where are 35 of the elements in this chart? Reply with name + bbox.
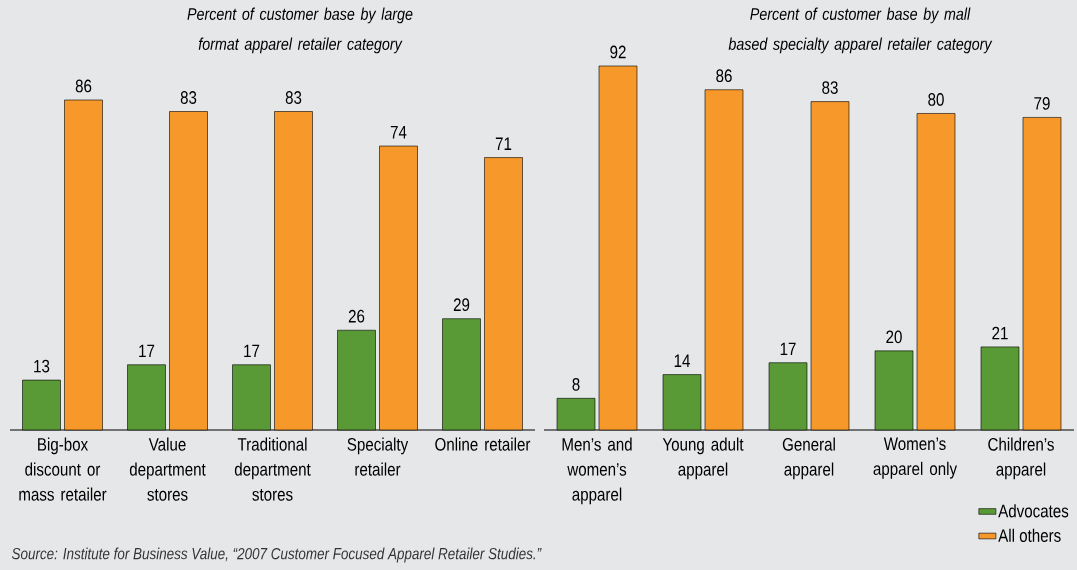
x-tick-label: Children’s apparel: [988, 437, 1054, 480]
data-label: 17: [139, 344, 155, 358]
data-label: 83: [180, 91, 197, 104]
data-label: 17: [244, 344, 260, 358]
data-label: 74: [390, 126, 407, 139]
data-label: 17: [780, 342, 796, 356]
data-label: 92: [610, 45, 626, 59]
data-label: 20: [886, 330, 902, 344]
data-label: 8: [572, 377, 580, 391]
x-tick-label: Value department stores: [129, 437, 206, 501]
x-tick-label: Traditional department stores: [234, 437, 311, 501]
x-tick-label: Young adult apparel: [662, 437, 744, 480]
data-label: 79: [1034, 97, 1050, 110]
chart-title: Percent of customer base by mall based specialty apparel retailer category: [728, 7, 993, 54]
x-tick-label: Specialty retailer: [347, 437, 409, 476]
data-label: 83: [285, 91, 302, 104]
data-label: 21: [992, 326, 1008, 340]
data-label: 13: [34, 359, 50, 373]
data-label: 71: [495, 137, 512, 150]
x-tick-label: Big-box discount or mass retailer: [19, 437, 107, 501]
x-tick-label: Women’s apparel only: [873, 437, 958, 479]
legend-label: All others: [998, 528, 1061, 542]
data-label: 86: [75, 79, 92, 93]
data-label: 86: [716, 69, 732, 83]
x-tick-label: General apparel: [782, 437, 835, 480]
x-tick-label: Online retailer: [435, 437, 531, 451]
data-label: 80: [928, 93, 944, 106]
data-label: 83: [822, 81, 838, 94]
chart-title: Percent of customer base by large format apparel retailer category: [187, 7, 413, 54]
data-label: 29: [453, 298, 470, 312]
data-label: 14: [674, 354, 690, 367]
source-note: Source: Institute for Business Value, “2007 Customer Focused Apparel Retailer Studies.”: [11, 547, 542, 563]
x-tick-label: Men’s and women’s apparel: [562, 437, 632, 505]
legend-label: Advocates: [998, 504, 1069, 518]
data-label: 26: [348, 309, 365, 323]
